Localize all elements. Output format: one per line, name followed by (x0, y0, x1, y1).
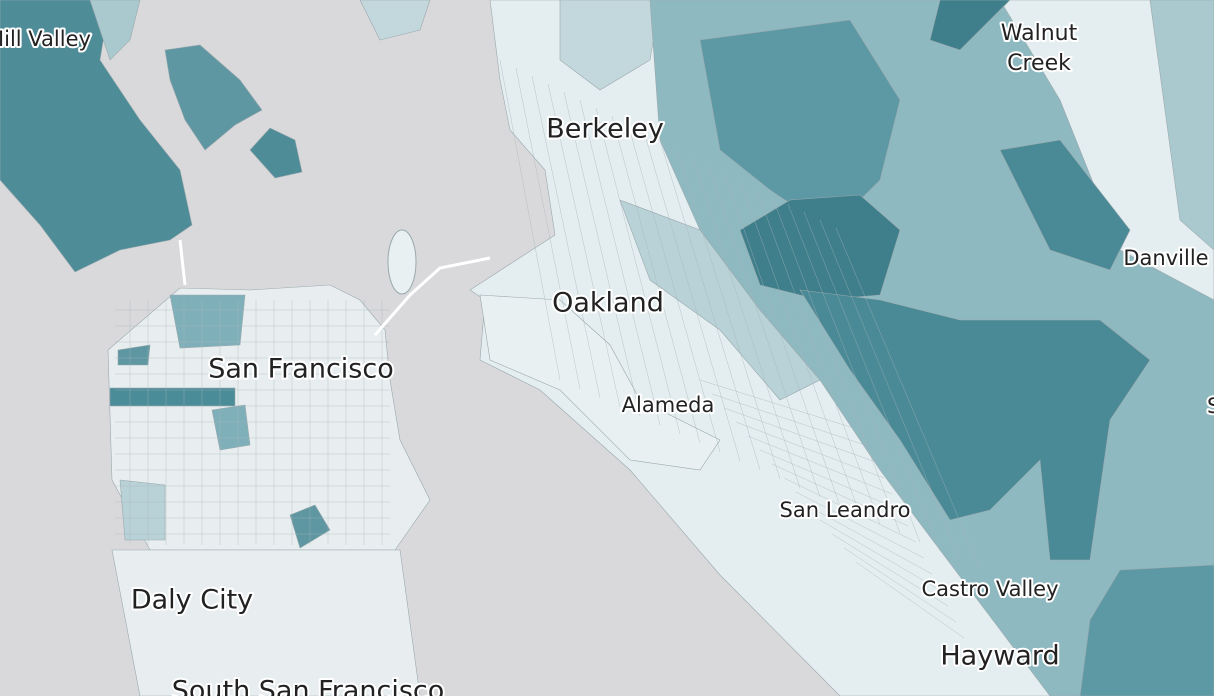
tract-line (795, 491, 925, 559)
tract-line (759, 449, 901, 511)
place-label: Daly City (131, 585, 253, 616)
place-label: Alameda (622, 393, 715, 417)
tract-line (691, 155, 801, 489)
place-label: Castro Valley (921, 577, 1058, 601)
tract-line (739, 179, 861, 516)
treasure-island (387, 229, 417, 295)
tract-line (835, 227, 981, 570)
place-label: Oakland (552, 288, 664, 319)
tract-line (735, 421, 885, 479)
place-label: South San Francisco (172, 676, 445, 696)
tract-line (723, 171, 841, 507)
tract-line (807, 505, 933, 575)
tract-line (747, 435, 893, 495)
tract-line (755, 187, 881, 525)
place-label: Walnut (1001, 21, 1078, 46)
bridges (178, 239, 491, 336)
tract-line (855, 561, 965, 639)
tract-line (675, 147, 781, 480)
place-label: Creek (1007, 51, 1071, 76)
place-label: Mill Valley (0, 27, 91, 51)
tract-line (803, 211, 941, 552)
place-label: Hayward (940, 641, 1059, 672)
tract-line (515, 67, 581, 390)
tract-line (771, 195, 901, 534)
tract-line (843, 547, 957, 623)
tract-line (547, 83, 621, 408)
tract-line (711, 393, 869, 447)
tract-line (707, 163, 821, 498)
place-label: S (1207, 394, 1214, 418)
tract-line (787, 203, 921, 543)
tract-line (499, 59, 561, 381)
tract-line (819, 219, 961, 561)
labels: Mill Valley Walnut Creek Berkeley Danville Oa… (0, 19, 1214, 696)
tract-line (723, 407, 877, 463)
tract-line (783, 477, 917, 543)
tract-line (563, 91, 641, 417)
tract-line (627, 123, 721, 453)
tract-line (579, 99, 661, 426)
place-label: Berkeley (546, 114, 664, 145)
tract-line (699, 379, 861, 431)
tract-lines (115, 59, 981, 639)
tract-line (595, 107, 681, 435)
tract-line (831, 533, 949, 607)
tract-line (819, 519, 941, 591)
tract-line (643, 131, 741, 462)
place-label: San Francisco (208, 354, 393, 385)
place-label: San Leandro (780, 498, 911, 522)
tract-line (771, 463, 909, 527)
tract-line (611, 115, 701, 444)
tract-line (531, 75, 601, 399)
place-label: Danville (1123, 246, 1208, 270)
